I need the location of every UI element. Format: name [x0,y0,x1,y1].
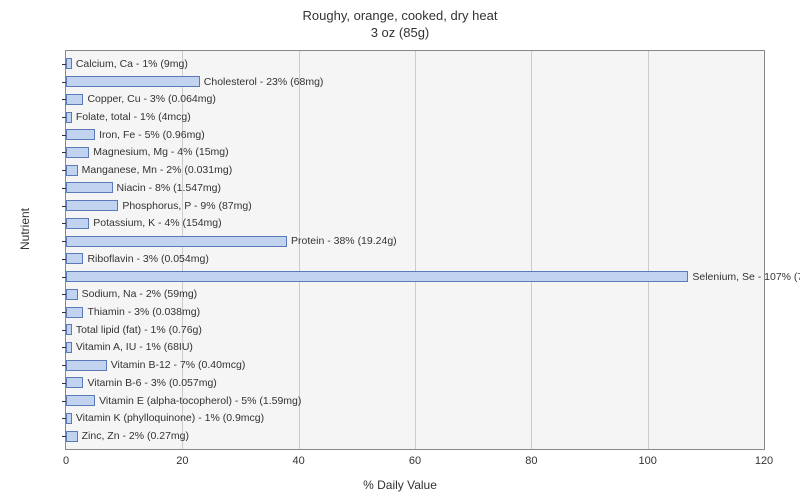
title-line1: Roughy, orange, cooked, dry heat [303,8,498,23]
x-tick-label: 0 [63,455,69,467]
bar-row: Manganese, Mn - 2% (0.031mg) [66,161,764,179]
bar-row: Selenium, Se - 107% (75.1mcg) [66,268,764,286]
bar-label: Folate, total - 1% (4mcg) [76,111,191,123]
bar-row: Folate, total - 1% (4mcg) [66,108,764,126]
bar-label: Vitamin A, IU - 1% (68IU) [76,341,193,353]
nutrient-bar [66,76,200,87]
nutrient-bar [66,253,83,264]
x-tick-label: 60 [409,455,421,467]
bar-row: Potassium, K - 4% (154mg) [66,215,764,233]
bar-label: Vitamin B-12 - 7% (0.40mcg) [111,359,246,371]
nutrient-bar [66,236,287,247]
x-axis-label: % Daily Value [363,478,437,492]
nutrient-bar [66,360,107,371]
nutrient-bar [66,289,78,300]
bar-label: Calcium, Ca - 1% (9mg) [76,58,188,70]
bar-row: Vitamin B-6 - 3% (0.057mg) [66,374,764,392]
bar-row: Riboflavin - 3% (0.054mg) [66,250,764,268]
chart-title: Roughy, orange, cooked, dry heat 3 oz (8… [0,0,800,42]
bar-label: Selenium, Se - 107% (75.1mcg) [692,271,800,283]
nutrient-bar [66,112,72,123]
nutrient-chart: Roughy, orange, cooked, dry heat 3 oz (8… [0,0,800,500]
nutrient-bar [66,129,95,140]
bar-row: Total lipid (fat) - 1% (0.76g) [66,321,764,339]
bar-label: Zinc, Zn - 2% (0.27mg) [82,430,189,442]
nutrient-bar [66,395,95,406]
plot-area: 020406080100120Calcium, Ca - 1% (9mg)Cho… [65,50,765,450]
bar-row: Magnesium, Mg - 4% (15mg) [66,144,764,162]
bar-label: Protein - 38% (19.24g) [291,235,397,247]
bar-row: Thiamin - 3% (0.038mg) [66,303,764,321]
nutrient-bar [66,324,72,335]
bar-row: Vitamin B-12 - 7% (0.40mcg) [66,356,764,374]
bar-label: Sodium, Na - 2% (59mg) [82,288,198,300]
bar-label: Magnesium, Mg - 4% (15mg) [93,146,228,158]
nutrient-bar [66,413,72,424]
nutrient-bar [66,342,72,353]
bar-row: Vitamin E (alpha-tocopherol) - 5% (1.59m… [66,392,764,410]
nutrient-bar [66,307,83,318]
nutrient-bar [66,182,113,193]
nutrient-bar [66,58,72,69]
bar-row: Iron, Fe - 5% (0.96mg) [66,126,764,144]
bar-row: Niacin - 8% (1.547mg) [66,179,764,197]
x-tick-label: 100 [638,455,656,467]
bar-label: Copper, Cu - 3% (0.064mg) [87,93,215,105]
x-tick-label: 20 [176,455,188,467]
nutrient-bar [66,165,78,176]
title-line2: 3 oz (85g) [371,25,430,40]
nutrient-bar [66,94,83,105]
bar-row: Protein - 38% (19.24g) [66,232,764,250]
bar-row: Vitamin A, IU - 1% (68IU) [66,339,764,357]
bar-label: Niacin - 8% (1.547mg) [117,182,221,194]
bar-label: Vitamin B-6 - 3% (0.057mg) [87,377,216,389]
nutrient-bar [66,147,89,158]
bar-row: Copper, Cu - 3% (0.064mg) [66,90,764,108]
bar-label: Vitamin K (phylloquinone) - 1% (0.9mcg) [76,412,264,424]
nutrient-bar [66,200,118,211]
bar-label: Manganese, Mn - 2% (0.031mg) [82,164,233,176]
bar-label: Thiamin - 3% (0.038mg) [87,306,200,318]
x-tick-label: 120 [755,455,773,467]
x-tick-label: 40 [293,455,305,467]
bar-label: Total lipid (fat) - 1% (0.76g) [76,324,202,336]
nutrient-bar [66,271,688,282]
bar-label: Potassium, K - 4% (154mg) [93,217,221,229]
bar-row: Cholesterol - 23% (68mg) [66,73,764,91]
bar-row: Phosphorus, P - 9% (87mg) [66,197,764,215]
x-tick-label: 80 [525,455,537,467]
bar-label: Cholesterol - 23% (68mg) [204,76,324,88]
bar-label: Riboflavin - 3% (0.054mg) [87,253,208,265]
bar-row: Zinc, Zn - 2% (0.27mg) [66,427,764,445]
nutrient-bar [66,218,89,229]
bar-row: Calcium, Ca - 1% (9mg) [66,55,764,73]
bar-label: Phosphorus, P - 9% (87mg) [122,200,251,212]
bar-label: Vitamin E (alpha-tocopherol) - 5% (1.59m… [99,395,301,407]
bar-label: Iron, Fe - 5% (0.96mg) [99,129,205,141]
bar-row: Vitamin K (phylloquinone) - 1% (0.9mcg) [66,410,764,428]
y-axis-label: Nutrient [18,208,32,250]
nutrient-bar [66,377,83,388]
bar-row: Sodium, Na - 2% (59mg) [66,285,764,303]
nutrient-bar [66,431,78,442]
